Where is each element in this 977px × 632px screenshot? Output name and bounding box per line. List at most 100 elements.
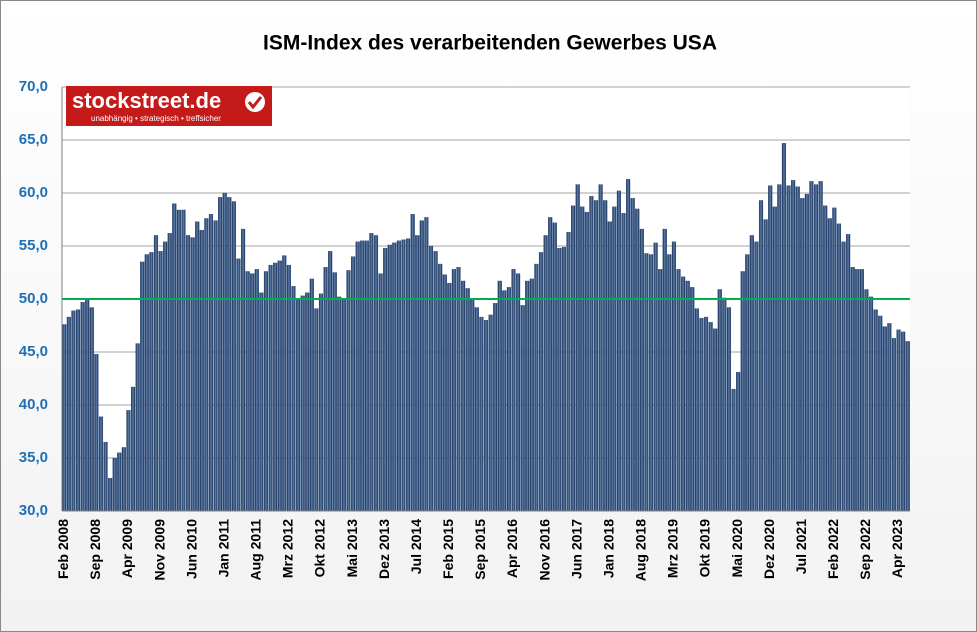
bar <box>529 278 534 512</box>
bar <box>525 280 530 512</box>
bar <box>163 241 168 512</box>
bar <box>818 181 823 512</box>
y-tick-label: 30,0 <box>19 502 48 519</box>
bar <box>731 388 736 512</box>
bar <box>227 197 232 512</box>
x-tick-label: Apr 2023 <box>889 519 905 578</box>
bar <box>456 267 461 512</box>
x-tick-label: Dez 2020 <box>761 519 777 579</box>
bar <box>630 198 635 512</box>
bar <box>548 217 553 512</box>
bar <box>268 264 273 512</box>
bar <box>901 331 906 512</box>
y-tick-label: 35,0 <box>19 449 48 466</box>
chart-title: ISM-Index des verarbeitenden Gewerbes US… <box>263 32 717 55</box>
bar <box>520 305 525 512</box>
x-tick-label: Feb 2015 <box>440 519 456 579</box>
bar <box>580 206 585 512</box>
bar <box>804 193 809 512</box>
bar <box>438 263 443 512</box>
bar <box>373 235 379 512</box>
x-tick-label: Nov 2016 <box>536 519 552 581</box>
bar <box>121 447 126 512</box>
bar <box>199 229 204 512</box>
bar <box>905 341 910 512</box>
bar <box>575 184 580 512</box>
bar <box>135 343 140 512</box>
x-tick-label: Aug 2011 <box>248 519 264 581</box>
bar <box>836 223 842 512</box>
bar <box>176 209 181 512</box>
bar <box>603 200 608 512</box>
x-tick-label: Apr 2016 <box>504 519 520 578</box>
logo-box <box>66 86 272 126</box>
x-tick-label: Jan 2011 <box>215 519 231 578</box>
bar <box>749 235 754 512</box>
bar <box>557 247 562 512</box>
bar <box>763 219 768 512</box>
bar <box>795 186 800 512</box>
bar <box>502 290 507 512</box>
bar <box>552 222 557 512</box>
bar <box>66 316 71 512</box>
x-tick-label: Feb 2022 <box>825 519 841 579</box>
bar <box>465 288 470 512</box>
x-tick-label: Dez 2013 <box>376 519 392 579</box>
bar <box>639 228 644 512</box>
bar <box>703 316 709 512</box>
bar <box>172 203 177 512</box>
y-tick-label: 60,0 <box>19 184 48 201</box>
bar <box>474 307 479 512</box>
bar <box>80 302 85 512</box>
bar <box>882 326 887 512</box>
x-tick-label: Jun 2010 <box>183 519 199 579</box>
bar <box>378 273 383 512</box>
bar <box>355 241 360 512</box>
bar <box>360 240 365 512</box>
bar <box>75 309 81 512</box>
bar <box>791 180 796 512</box>
bar <box>648 254 654 512</box>
bar <box>868 296 874 512</box>
bar <box>236 258 241 512</box>
x-tick-label: Sep 2008 <box>87 519 103 580</box>
x-tick-label: Mrz 2012 <box>280 519 296 578</box>
bar <box>323 267 328 512</box>
bar <box>167 233 172 512</box>
bar <box>181 209 186 512</box>
bar <box>561 246 566 512</box>
bar <box>538 252 544 512</box>
bar <box>231 201 236 512</box>
bar <box>286 264 291 512</box>
bar <box>419 220 424 512</box>
bar <box>859 269 864 512</box>
bar <box>681 276 686 512</box>
bar <box>813 184 819 512</box>
bar <box>511 269 516 512</box>
bar <box>337 296 342 512</box>
bar <box>653 242 658 512</box>
bar <box>864 289 869 512</box>
bar <box>616 190 622 512</box>
bar <box>566 232 571 512</box>
bar <box>263 271 269 512</box>
bar <box>447 282 452 512</box>
bar <box>850 267 855 512</box>
bar <box>713 328 718 512</box>
bar <box>809 181 814 512</box>
logo-tagline: unabhängig • strategisch • treffsicher <box>91 114 221 123</box>
bar <box>745 254 750 512</box>
bar <box>369 233 374 512</box>
bar <box>282 255 287 512</box>
bar <box>690 287 695 512</box>
bar <box>506 287 511 512</box>
bar <box>259 292 264 512</box>
bar <box>699 317 704 512</box>
bar <box>364 240 369 512</box>
bar <box>387 244 392 512</box>
bar <box>222 192 227 512</box>
bar <box>428 245 434 512</box>
bar <box>667 254 672 512</box>
bar <box>254 269 259 512</box>
bar <box>772 206 777 512</box>
